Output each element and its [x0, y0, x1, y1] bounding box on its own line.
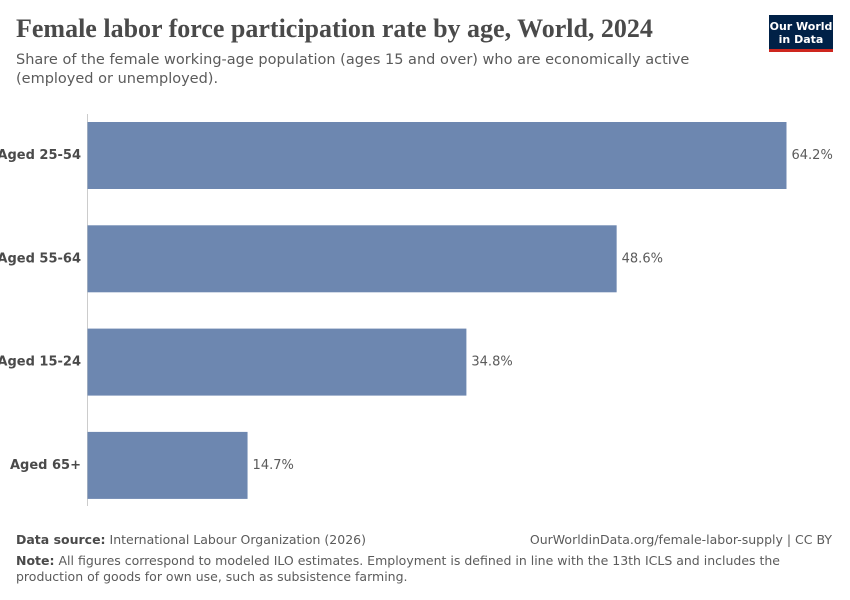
logo[interactable]: Our World in Data: [769, 15, 833, 52]
y-tick-label: Aged 25-54: [0, 148, 81, 163]
note-label: Note:: [16, 553, 55, 568]
value-label: 34.8%: [471, 355, 512, 370]
note: Note: All figures correspond to modeled …: [16, 553, 831, 585]
y-tick-label: Aged 55-64: [0, 251, 81, 266]
y-tick-label: Aged 15-24: [0, 355, 81, 370]
source-label: Data source:: [16, 532, 106, 547]
source: Data source: International Labour Organi…: [16, 532, 366, 548]
logo-text: in Data: [778, 33, 824, 46]
bar: [87, 328, 467, 396]
value-label: 48.6%: [622, 251, 663, 266]
logo-text: Our World: [769, 20, 833, 33]
value-label: 64.2%: [792, 148, 833, 163]
y-tick-label: Aged 65+: [10, 458, 81, 473]
bar: [87, 122, 787, 189]
bar: [87, 431, 248, 499]
bar: [87, 225, 617, 293]
chart: 64.2% Aged 25-54 48.6% Aged 55-64 34.8% Aged …: [0, 114, 833, 506]
url[interactable]: OurWorldinData.org/female-labor-supply |…: [529, 532, 832, 547]
chart-subtitle: Share of the female working-age populati…: [16, 52, 690, 87]
source-text: International Labour Organization (2026): [109, 532, 366, 547]
note-text: All figures correspond to modeled ILO es…: [16, 553, 781, 584]
chart-title: Female labor force participation rate by…: [16, 14, 653, 43]
value-label: 14.7%: [253, 458, 294, 473]
